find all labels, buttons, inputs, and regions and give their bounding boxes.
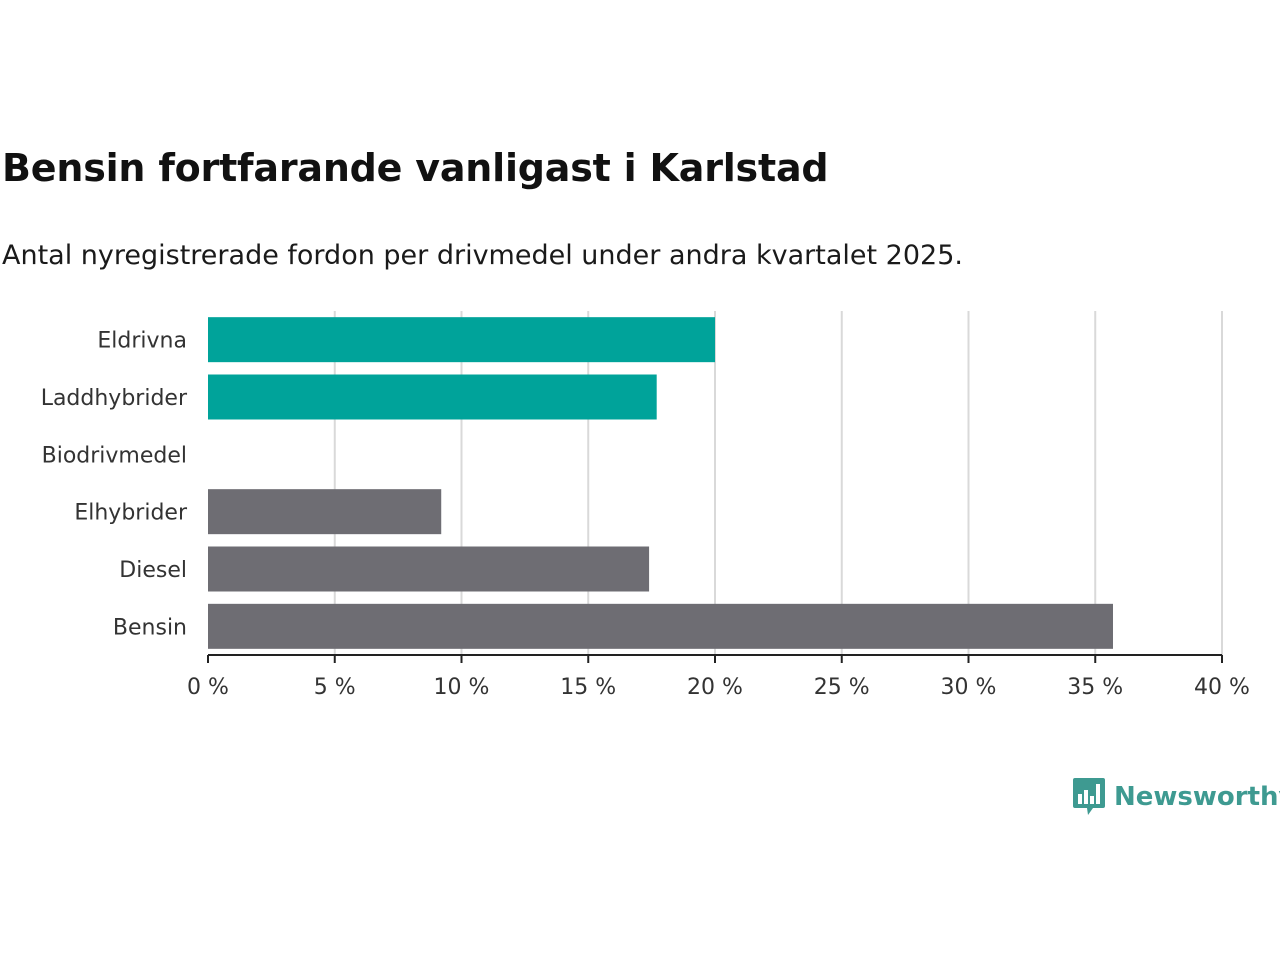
x-tick-label: 15 %: [560, 675, 616, 700]
brand-name: Newsworthy: [1114, 782, 1280, 812]
bar-eldrivna: [208, 317, 715, 363]
bar-elhybrider: [208, 489, 442, 535]
category-label: Eldrivna: [97, 329, 187, 354]
x-tick-label: 35 %: [1067, 675, 1123, 700]
brand-logo: Newsworthy: [1072, 776, 1280, 818]
bar-diesel: [208, 546, 650, 592]
category-label: Bensin: [113, 615, 187, 640]
category-label: Laddhybrider: [41, 386, 188, 411]
gridlines: [333, 311, 1223, 655]
x-tick-label: 0 %: [187, 675, 229, 700]
x-tick-label: 30 %: [941, 675, 997, 700]
x-tick-label: 25 %: [814, 675, 870, 700]
bar-laddhybrider: [208, 374, 657, 420]
x-tick-label: 5 %: [314, 675, 356, 700]
bars: [208, 317, 1113, 649]
category-label: Biodrivmedel: [42, 443, 187, 468]
chart-title: Bensin fortfarande vanligast i Karlstad: [2, 146, 829, 190]
category-labels: Eldrivna Laddhybrider Biodrivmedel Elhybrid…: [41, 329, 188, 641]
chart-subtitle: Antal nyregistrerade fordon per drivmede…: [2, 240, 963, 271]
x-axis: 0 % 5 % 10 % 15 % 20 % 25 % 30 % 35 % 40 %: [187, 654, 1250, 700]
category-label: Elhybrider: [74, 501, 188, 526]
newsworthy-logo-icon: [1073, 778, 1105, 815]
x-tick-label: 20 %: [687, 675, 743, 700]
x-tick-label: 40 %: [1194, 675, 1250, 700]
bar-bensin: [208, 603, 1113, 649]
category-label: Diesel: [119, 558, 187, 583]
x-tick-label: 10 %: [434, 675, 490, 700]
